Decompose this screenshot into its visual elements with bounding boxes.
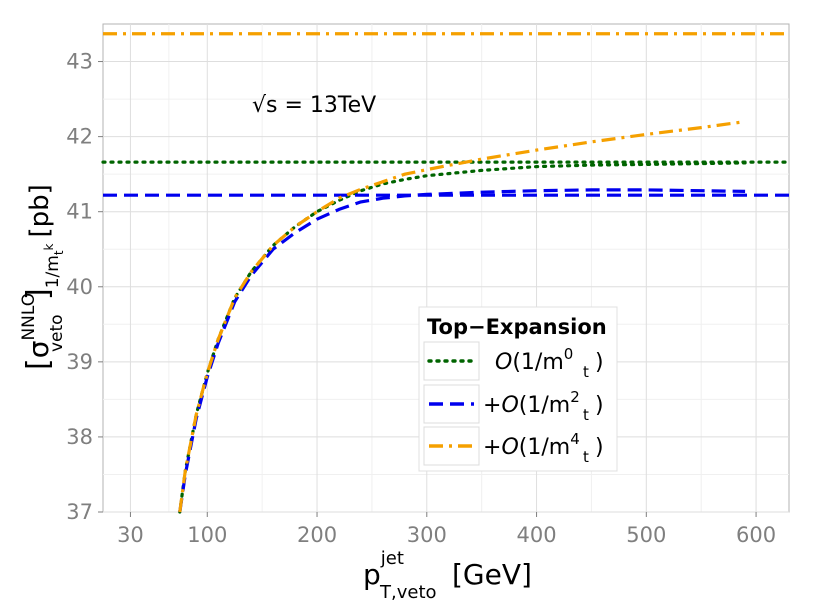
x-axis-symbol: p <box>363 558 381 591</box>
y-axis-unit: [pb] <box>25 184 55 237</box>
legend-1-sup: 2 <box>570 388 580 406</box>
x-tick-label-4: 400 <box>517 523 557 547</box>
legend-0-sub: t <box>583 363 589 381</box>
y-tick-label-4: 41 <box>66 200 93 224</box>
y-axis-superscript: NNLO <box>19 293 39 341</box>
y-tick-label-1: 38 <box>66 425 93 449</box>
y-tick-label-5: 42 <box>66 125 93 149</box>
legend-2-open: (1/m <box>519 435 570 460</box>
x-tick-label-2: 200 <box>297 523 337 547</box>
legend-keys <box>423 341 480 466</box>
y-axis-title: [σNNLO veto]1/mtk [pb] <box>19 184 67 370</box>
legend-2-close: ) <box>595 435 604 460</box>
legend-2-O: O <box>501 435 518 460</box>
sqrt-s-symbol: √s <box>252 93 277 118</box>
x-axis-title: pjet T,veto [GeV] <box>363 548 532 603</box>
legend-2-sub: t <box>583 448 589 466</box>
x-tick-label-5: 500 <box>626 523 666 547</box>
legend: Top−Expansion O(1/m0t) +O(1/m2t) +O(1/m4… <box>418 306 618 472</box>
legend-label-0: O(1/m0t) <box>495 345 604 381</box>
x-axis-superscript: jet <box>380 548 404 569</box>
legend-2-prefix: + <box>483 435 501 460</box>
legend-1-open: (1/m <box>519 393 570 418</box>
major-grid <box>103 24 789 513</box>
equals-sign: = <box>277 93 309 118</box>
x-tick-label-3: 300 <box>407 523 447 547</box>
y-axis-sub2-sup: k <box>42 243 56 250</box>
y-axis-sigma: σ <box>22 341 55 359</box>
legend-1-O: O <box>501 393 518 418</box>
y-tick-label-6: 43 <box>66 50 93 74</box>
legend-1-sub: t <box>583 406 589 424</box>
y-axis-sub2: 1/m <box>43 255 63 288</box>
y-tick-label-0: 37 <box>66 500 93 524</box>
legend-1-close: ) <box>595 393 604 418</box>
x-tick-label-1: 100 <box>187 523 227 547</box>
x-axis-subscript: T,veto <box>379 582 437 603</box>
series-layer <box>101 32 791 514</box>
legend-1-prefix: + <box>483 393 501 418</box>
y-axis-subscript: veto <box>47 314 67 352</box>
series-2-curve <box>178 120 746 513</box>
y-axis-rbracket: ] <box>21 288 56 300</box>
x-axis-unit: [GeV] <box>452 558 532 591</box>
legend-0-O: O <box>495 350 512 375</box>
x-tick-label-0: 30 <box>117 523 144 547</box>
y-tick-label-3: 40 <box>66 275 93 299</box>
legend-0-sup: 0 <box>564 345 574 363</box>
legend-0-open: (1/m <box>512 350 563 375</box>
energy-value: 13TeV <box>310 93 376 118</box>
legend-title: Top−Expansion <box>427 315 607 339</box>
legend-0-close: ) <box>595 350 604 375</box>
x-tick-label-6: 600 <box>736 523 776 547</box>
y-axis-sub2-sub: t <box>52 250 66 255</box>
y-axis-lbracket: [ <box>21 358 56 370</box>
y-tick-label-2: 39 <box>66 350 93 374</box>
legend-label-2: +O(1/m4t) <box>483 430 604 466</box>
energy-annotation: √s = 13TeV <box>252 93 376 118</box>
legend-label-1: +O(1/m2t) <box>483 388 604 424</box>
legend-2-sup: 4 <box>570 430 580 448</box>
